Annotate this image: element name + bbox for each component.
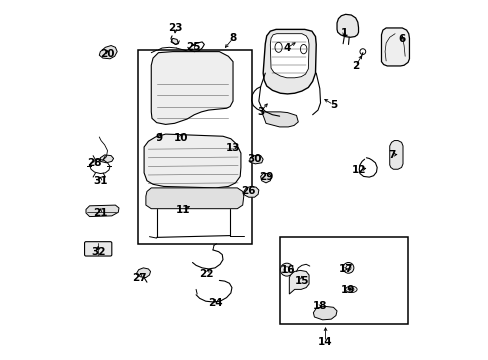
Bar	[137, 50, 251, 244]
Polygon shape	[249, 156, 263, 164]
Polygon shape	[86, 205, 119, 217]
Text: 14: 14	[318, 337, 332, 347]
Polygon shape	[313, 306, 336, 320]
Text: 24: 24	[207, 298, 222, 308]
Polygon shape	[144, 134, 241, 188]
Text: 9: 9	[155, 133, 163, 143]
Text: 1: 1	[340, 28, 347, 38]
Polygon shape	[336, 14, 358, 37]
Ellipse shape	[348, 288, 353, 291]
Text: 10: 10	[173, 133, 187, 143]
Text: 15: 15	[294, 276, 308, 286]
Text: 21: 21	[93, 208, 107, 218]
Polygon shape	[100, 155, 113, 163]
Text: 27: 27	[132, 273, 147, 283]
Text: 29: 29	[258, 172, 273, 182]
Polygon shape	[99, 45, 117, 59]
Text: 13: 13	[225, 143, 240, 153]
Circle shape	[284, 267, 289, 273]
Circle shape	[343, 262, 353, 273]
Text: 12: 12	[351, 165, 366, 175]
Text: 17: 17	[338, 264, 352, 274]
Text: 11: 11	[175, 206, 190, 216]
Text: 4: 4	[283, 43, 290, 53]
Text: 3: 3	[257, 107, 264, 117]
Text: 26: 26	[241, 186, 256, 197]
Polygon shape	[151, 51, 233, 125]
Polygon shape	[263, 30, 316, 94]
Polygon shape	[136, 268, 150, 278]
Polygon shape	[260, 174, 271, 183]
Polygon shape	[381, 28, 408, 66]
Text: 5: 5	[329, 100, 336, 110]
Polygon shape	[389, 140, 402, 169]
Text: 28: 28	[87, 158, 102, 168]
Ellipse shape	[345, 286, 356, 293]
FancyBboxPatch shape	[84, 242, 112, 256]
Text: 6: 6	[398, 34, 405, 44]
Polygon shape	[261, 112, 298, 127]
Polygon shape	[171, 39, 178, 44]
Text: 25: 25	[186, 42, 201, 51]
Text: 18: 18	[313, 301, 327, 311]
Text: 7: 7	[388, 150, 395, 160]
Polygon shape	[270, 34, 308, 78]
Circle shape	[359, 49, 365, 54]
Circle shape	[346, 265, 350, 270]
Text: 30: 30	[247, 154, 261, 164]
Ellipse shape	[274, 42, 282, 52]
Ellipse shape	[300, 44, 306, 54]
Text: 31: 31	[93, 176, 107, 186]
Text: 20: 20	[100, 49, 115, 59]
Text: 23: 23	[168, 23, 183, 33]
Text: 2: 2	[351, 61, 359, 71]
Polygon shape	[244, 186, 258, 197]
Polygon shape	[289, 270, 308, 294]
Circle shape	[280, 263, 293, 276]
Polygon shape	[145, 188, 244, 209]
Text: 19: 19	[341, 285, 355, 296]
Text: 32: 32	[91, 247, 105, 257]
Text: 8: 8	[229, 33, 236, 43]
Text: 16: 16	[281, 265, 295, 275]
Bar	[279, 237, 407, 324]
Text: 22: 22	[199, 269, 214, 279]
